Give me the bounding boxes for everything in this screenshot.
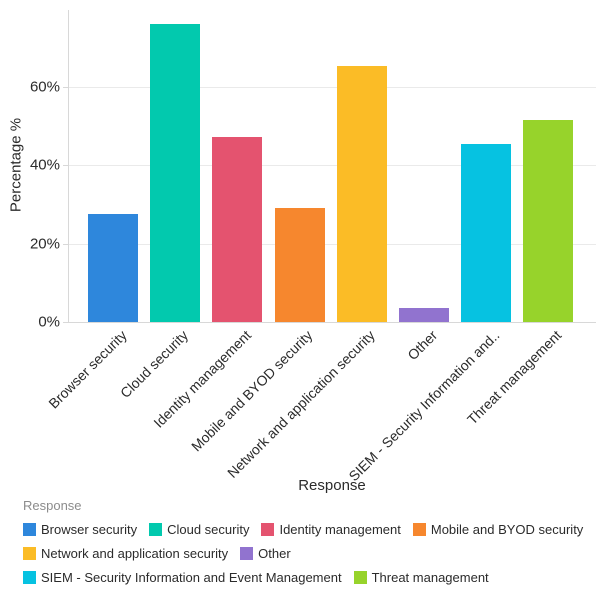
y-tick-label: 40%	[29, 156, 60, 174]
legend-item-other[interactable]: Other	[240, 546, 291, 561]
legend-item-mobile-and-byod-security[interactable]: Mobile and BYOD security	[412, 522, 584, 537]
legend-swatch	[412, 523, 426, 536]
y-tick-label: 20%	[29, 235, 60, 253]
legend-swatch	[149, 523, 163, 536]
legend: Response Browser security Cloud security I…	[23, 498, 583, 594]
bar-cloud-security[interactable]	[150, 24, 201, 322]
legend-item-threat-management[interactable]: Threat management	[353, 570, 489, 585]
x-tick-text: Other	[404, 327, 441, 364]
bar-other[interactable]	[399, 308, 449, 322]
legend-item-label: SIEM - Security Information and Event Ma…	[41, 570, 342, 585]
bar-siem-security-information-and-event-management[interactable]	[461, 143, 512, 322]
bar-mobile-and-byod-security[interactable]	[274, 208, 325, 322]
x-axis-line	[68, 322, 596, 323]
legend-item-browser-security[interactable]: Browser security	[23, 522, 137, 537]
y-tick-mark	[63, 86, 68, 88]
legend-item-label: Browser security	[41, 522, 138, 537]
legend-rows: Browser security Cloud security Identity m…	[23, 522, 583, 585]
legend-row: Browser security Cloud security Identity m…	[23, 522, 583, 537]
bar-browser-security[interactable]	[88, 214, 138, 322]
y-tick-label: 0%	[38, 313, 60, 331]
legend-item-identity-management[interactable]: Identity management	[261, 522, 401, 537]
legend-swatch	[23, 547, 36, 560]
legend-swatch	[23, 571, 36, 584]
legend-item-cloud-security[interactable]: Cloud security	[149, 522, 249, 537]
legend-item-label: Network and application security	[41, 546, 229, 561]
legend-swatch	[240, 547, 254, 560]
y-tick-mark	[63, 165, 68, 167]
legend-row: Network and application security Other	[23, 546, 583, 561]
legend-swatch	[23, 523, 36, 536]
legend-item-network-and-application-security[interactable]: Network and application security	[23, 546, 228, 561]
bar-network-and-application-security[interactable]	[336, 66, 387, 322]
legend-swatch	[261, 523, 275, 536]
legend-item-label: Threat management	[371, 570, 489, 585]
legend-item-siem-security-information-and-event-management[interactable]: SIEM - Security Information and Event Ma…	[23, 570, 342, 585]
legend-row: SIEM - Security Information and Event Ma…	[23, 570, 583, 585]
y-tick-label: 60%	[29, 78, 60, 96]
gridline-60%	[68, 86, 596, 88]
bar-threat-management[interactable]	[523, 119, 574, 322]
legend-item-label: Identity management	[279, 522, 401, 537]
legend-swatch	[353, 571, 367, 584]
gridline-40%	[68, 165, 596, 167]
gridline-20%	[68, 243, 596, 245]
legend-item-label: Mobile and BYOD security	[430, 522, 584, 537]
x-tick-text: Browser security	[44, 327, 130, 412]
y-tick-mark	[63, 243, 68, 245]
legend-item-label: Cloud security	[167, 522, 250, 537]
x-axis-title: Response	[298, 477, 366, 494]
y-tick-mark	[63, 322, 68, 323]
bar-identity-management[interactable]	[212, 136, 263, 322]
x-tick-text: Mobile and BYOD security	[188, 327, 316, 455]
legend-item-label: Other	[258, 546, 291, 561]
legend-title: Response	[23, 498, 82, 513]
y-axis-line	[68, 10, 69, 322]
